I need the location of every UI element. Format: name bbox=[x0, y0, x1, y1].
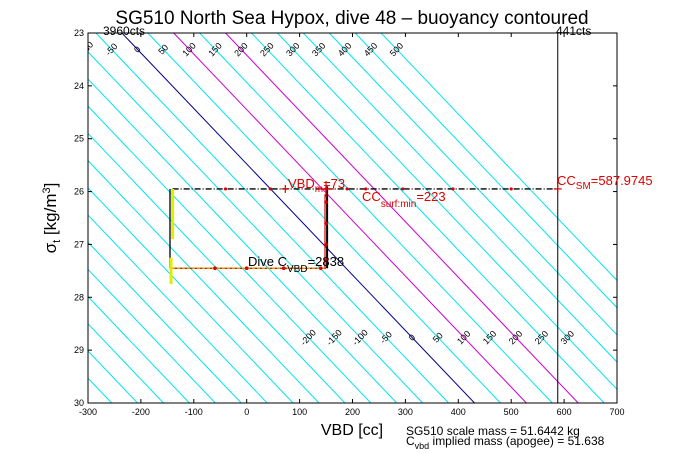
y-tick-label: 29 bbox=[74, 345, 84, 355]
y-tick-label: 26 bbox=[74, 187, 84, 197]
footer-implied-mass: Cvbd implied mass (apogee) = 51.638 bbox=[406, 434, 605, 451]
dive-point-2 bbox=[281, 266, 286, 271]
counts-left-label: 3960cts bbox=[103, 24, 145, 38]
contour-upper-label: -250 bbox=[0, 39, 18, 59]
y-tick-label: 30 bbox=[74, 398, 84, 408]
contour-line-300 bbox=[277, 33, 617, 391]
contour-line-250 bbox=[251, 33, 605, 403]
dive-annotation: Dive CVBD=2838 bbox=[248, 254, 344, 275]
x-tick-label: 300 bbox=[398, 407, 413, 417]
contour-line-350 bbox=[302, 33, 617, 363]
y-tick-label: 23 bbox=[74, 28, 84, 38]
vbd-annotation: VBDm=73 bbox=[288, 176, 345, 195]
contour-line-400 bbox=[328, 33, 617, 336]
contour-line--550 bbox=[88, 295, 190, 403]
x-axis-ticks: -300 -200 -100 0 100 200 300 400 500 600 700 bbox=[79, 33, 625, 417]
surface-point-4 bbox=[364, 187, 368, 191]
contour-lower-label: 0 bbox=[407, 332, 418, 343]
x-tick-label: -200 bbox=[132, 407, 150, 417]
surface-point-5 bbox=[401, 187, 405, 191]
contour-line--400 bbox=[88, 214, 268, 403]
contour-upper-label: -100 bbox=[76, 39, 96, 59]
dive-point-1 bbox=[244, 266, 249, 271]
contour-labels: -450-400-350-300-250-200-150-100-5005010… bbox=[0, 39, 680, 347]
chart-title: SG510 North Sea Hypox, dive 48 – buoyanc… bbox=[115, 8, 588, 29]
contour-line-200 bbox=[225, 33, 579, 403]
x-tick-label: -100 bbox=[185, 407, 203, 417]
contour-upper-label: 0 bbox=[132, 44, 143, 55]
contour-line-50 bbox=[147, 33, 501, 403]
counts-right-label: 441cts bbox=[556, 24, 591, 38]
dive-overlay bbox=[169, 33, 562, 403]
x-axis-label: VBD [cc] bbox=[321, 422, 383, 439]
x-tick-label: 700 bbox=[609, 407, 624, 417]
ccsurf-annotation: CCsurf:min=223 bbox=[362, 189, 446, 210]
contour-line--250 bbox=[88, 132, 346, 403]
y-tick-label: 24 bbox=[74, 81, 84, 91]
connector-point-0 bbox=[324, 200, 328, 204]
contour-line--300 bbox=[88, 159, 320, 403]
contour-lines bbox=[88, 33, 617, 403]
ccsm-annotation: CCSM=587.9745 bbox=[557, 173, 653, 192]
contour-line-150 bbox=[199, 33, 553, 403]
connector-point-2 bbox=[324, 242, 328, 247]
contour-line--500 bbox=[88, 268, 216, 403]
plot-frame bbox=[87, 32, 618, 404]
contour-lower-label: 500 bbox=[662, 329, 680, 347]
y-axis-ticks: 23 24 25 26 27 28 29 30 bbox=[74, 28, 617, 408]
dive-point-0 bbox=[213, 266, 217, 271]
contour-upper-label: -200 bbox=[24, 39, 44, 59]
y-tick-label: 27 bbox=[74, 239, 84, 249]
x-tick-label: 200 bbox=[345, 407, 360, 417]
surface-point-2 bbox=[324, 187, 328, 191]
contour-line--150 bbox=[88, 78, 398, 403]
x-tick-label: 500 bbox=[504, 407, 519, 417]
x-tick-label: 400 bbox=[451, 407, 466, 417]
contour-line--50 bbox=[95, 33, 449, 403]
footer-scale-mass: SG510 scale mass = 51.6442 kg bbox=[406, 424, 580, 438]
surface-point-3 bbox=[345, 187, 349, 191]
contour-line--350 bbox=[88, 187, 294, 403]
surface-point-1 bbox=[268, 187, 273, 191]
contour-line-0 bbox=[121, 33, 475, 403]
x-tick-label: -300 bbox=[79, 407, 97, 417]
x-tick-label: 0 bbox=[244, 407, 249, 417]
contour-lower-label: 50 bbox=[431, 330, 445, 344]
contour-line--100 bbox=[88, 51, 424, 403]
contour-upper-label: -150 bbox=[50, 39, 70, 59]
y-tick-label: 28 bbox=[74, 292, 84, 302]
contour-line--600 bbox=[88, 323, 164, 403]
dive-point-3 bbox=[318, 266, 323, 271]
y-tick-label: 25 bbox=[74, 134, 84, 144]
surface-point-0 bbox=[223, 187, 228, 191]
surface-point-7 bbox=[509, 187, 513, 191]
contour-line-450 bbox=[354, 33, 617, 309]
contour-line--450 bbox=[88, 241, 242, 403]
surface-point-6 bbox=[451, 187, 455, 191]
contour-line--200 bbox=[88, 105, 372, 403]
connector-point-3 bbox=[324, 258, 328, 263]
x-tick-label: 100 bbox=[292, 407, 307, 417]
y-axis-label: σt [kg/m3] bbox=[41, 183, 63, 254]
connector-point-1 bbox=[324, 221, 328, 226]
x-tick-label: 600 bbox=[557, 407, 572, 417]
contour-line-100 bbox=[173, 33, 527, 403]
